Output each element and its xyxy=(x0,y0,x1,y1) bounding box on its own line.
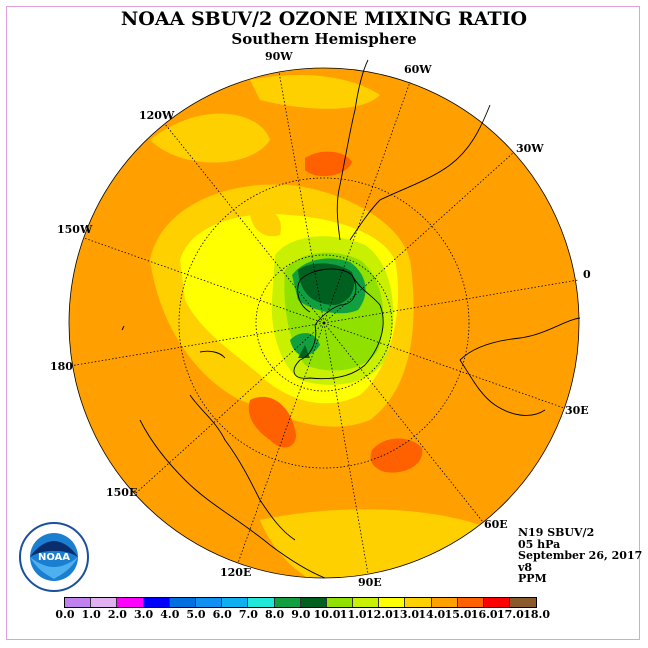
ozone-band-13-patch xyxy=(250,208,281,237)
color-scale-swatch xyxy=(195,598,223,607)
info-level: 05 hPa xyxy=(518,537,561,551)
ozone-max-east xyxy=(370,438,423,473)
color-scale-tick-label: 2.0 xyxy=(107,608,127,621)
lon-label-120e: 120E xyxy=(220,566,251,579)
island-coast-2 xyxy=(121,325,125,331)
color-scale-tick-label: 16.0 xyxy=(470,608,498,621)
lon-label-0: 0 xyxy=(583,268,591,281)
lon-label-150w: 150W xyxy=(57,223,93,236)
info-block: N19 SBUV/2 05 hPa September 26, 2017 v8 … xyxy=(518,527,642,585)
color-scale-swatch xyxy=(326,598,354,607)
australia-coast xyxy=(139,419,326,579)
color-scale-tick-label: 4.0 xyxy=(160,608,180,621)
ozone-field xyxy=(69,68,579,578)
color-scale-tick-label: 15.0 xyxy=(444,608,472,621)
plot-frame xyxy=(6,6,640,640)
info-units: PPM xyxy=(518,572,547,585)
ozone-band-13-north xyxy=(250,75,380,109)
color-scale-tick-label: 10.0 xyxy=(313,608,341,621)
color-scale-tick-label: 14.0 xyxy=(418,608,446,621)
lon-label-30e: 30E xyxy=(565,404,589,417)
color-scale-tick-label: 13.0 xyxy=(392,608,419,621)
island-coast-1 xyxy=(199,350,226,359)
ozone-band-13-south xyxy=(260,509,480,578)
color-scale-swatch xyxy=(143,598,170,607)
map-title: NOAA SBUV/2 OZONE MIXING RATIO xyxy=(120,8,528,30)
color-scale-swatch xyxy=(222,598,249,607)
color-scale-swatch xyxy=(353,598,380,607)
antarctic-peninsula-base xyxy=(297,279,311,313)
map-subtitle: Southern Hemisphere xyxy=(231,30,417,48)
lon-label-90e: 90E xyxy=(358,576,382,589)
color-scale-tick-label: 8.0 xyxy=(265,608,285,621)
lon-label-150e: 150E xyxy=(106,486,137,499)
noaa-logo-icon: NOAA xyxy=(19,522,89,592)
color-scale-tick-label: 5.0 xyxy=(186,608,206,621)
lon-label-180: 180 xyxy=(50,360,73,373)
color-scale-swatch xyxy=(457,598,484,607)
lon-label-60w: 60W xyxy=(404,63,432,76)
meridians xyxy=(69,71,579,575)
logo-text: NOAA xyxy=(38,552,70,563)
color-scale-bar xyxy=(64,597,538,608)
ozone-max-west xyxy=(248,396,296,448)
color-scale-swatch xyxy=(169,598,196,607)
africa-south-coast xyxy=(459,317,581,361)
color-scale-tick-label: 17.0 xyxy=(496,608,524,621)
south-america-west-coast xyxy=(336,59,369,241)
color-scale-swatch xyxy=(65,598,92,607)
info-version: v8 xyxy=(518,560,533,574)
color-scale-tick-label: 7.0 xyxy=(238,608,258,621)
color-scale-swatch xyxy=(274,598,301,607)
ozone-band-9 xyxy=(298,263,355,305)
coastlines xyxy=(121,59,581,579)
color-scale-tick-label: 18.0 xyxy=(523,608,550,621)
color-scale-tick-label: 1.0 xyxy=(81,608,101,621)
ozone-band-9-spot xyxy=(298,345,310,358)
color-scale-swatch xyxy=(117,598,144,607)
color-scale-swatch xyxy=(379,598,406,607)
africa-east-coast xyxy=(459,359,546,416)
ozone-band-8-lobe xyxy=(290,333,320,356)
color-scale-swatch xyxy=(300,598,327,607)
color-scale-swatch xyxy=(484,598,511,607)
lon-label-90w: 90W xyxy=(265,50,293,63)
color-scale-swatch xyxy=(248,598,275,607)
info-instrument: N19 SBUV/2 xyxy=(518,526,595,539)
antarctica-coast xyxy=(293,268,384,380)
color-scale-tick-label: 0.0 xyxy=(55,608,75,621)
info-date: September 26, 2017 xyxy=(518,549,643,562)
color-scale-tick-label: 12.0 xyxy=(365,608,393,621)
color-scale-tick-label: 6.0 xyxy=(212,608,232,621)
color-scale-tick-label: 9.0 xyxy=(291,608,311,621)
color-scale-swatch xyxy=(510,598,537,607)
color-scale-swatch xyxy=(431,598,458,607)
ozone-band-13-upperleft xyxy=(150,113,270,163)
color-scale-tick-label: 3.0 xyxy=(134,608,154,621)
color-scale-swatch xyxy=(405,598,432,607)
ozone-max-north xyxy=(305,151,352,177)
lon-label-120w: 120W xyxy=(139,109,175,122)
color-scale-tick-label: 11.0 xyxy=(339,608,367,621)
lon-label-60e: 60E xyxy=(484,518,508,531)
color-scale-swatch xyxy=(91,598,118,607)
south-america-east-coast xyxy=(349,104,491,241)
lon-label-30w: 30W xyxy=(516,142,544,155)
new-zealand-coast xyxy=(189,394,296,541)
